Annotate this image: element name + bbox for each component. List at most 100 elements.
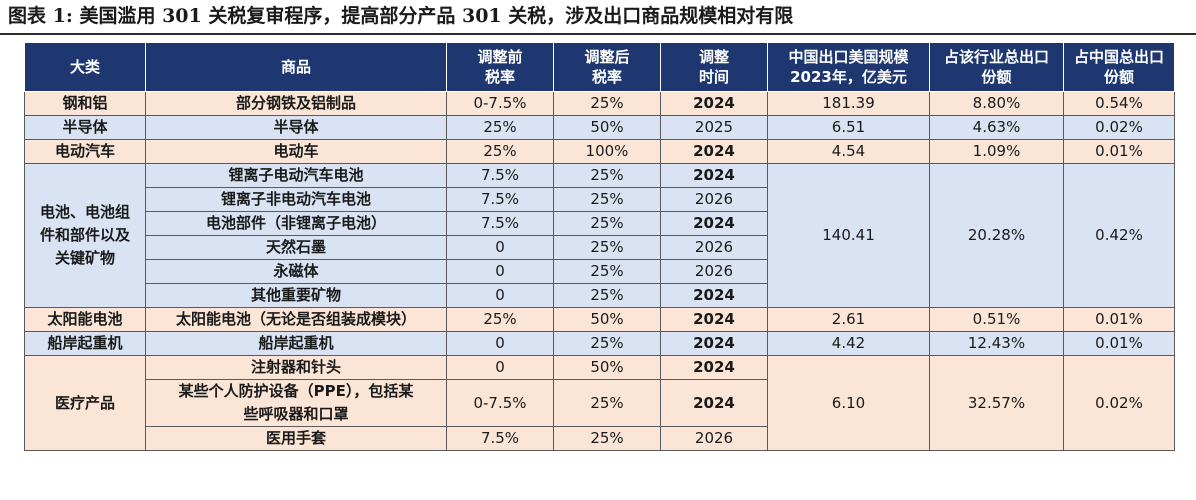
china-share-cell: 0.02% bbox=[1063, 115, 1175, 140]
rate-after-cell: 25% bbox=[553, 379, 661, 427]
header-row: 大类 商品 调整前 税率 调整后 税率 调整 时间 中国出口美国规模 2023年，亿美元… bbox=[24, 42, 1175, 92]
rate-after-cell: 50% bbox=[553, 115, 661, 140]
product-cell: 医用手套 bbox=[145, 426, 447, 451]
rate-before-cell: 7.5% bbox=[446, 163, 554, 188]
header-product: 商品 bbox=[145, 42, 447, 92]
rate-before-cell: 25% bbox=[446, 307, 554, 332]
product-cell: 太阳能电池（无论是否组装成模块） bbox=[145, 307, 447, 332]
product-cell: 注射器和针头 bbox=[145, 355, 447, 380]
industry-share-cell: 8.80% bbox=[929, 91, 1064, 116]
rate-after-cell: 25% bbox=[553, 259, 661, 284]
table-row: 船岸起重机 船岸起重机 0 25% 2024 4.42 12.43% 0.01% bbox=[24, 331, 1175, 356]
header-rate-before: 调整前 税率 bbox=[446, 42, 554, 92]
product-cell: 船岸起重机 bbox=[145, 331, 447, 356]
adjust-time-cell: 2024 bbox=[660, 307, 768, 332]
rate-after-cell: 50% bbox=[553, 355, 661, 380]
rate-before-cell: 7.5% bbox=[446, 426, 554, 451]
adjust-time-cell: 2026 bbox=[660, 187, 768, 212]
export-scale-cell: 6.10 bbox=[767, 355, 930, 451]
china-share-cell: 0.02% bbox=[1063, 355, 1175, 451]
china-share-cell: 0.01% bbox=[1063, 307, 1175, 332]
rate-after-cell: 50% bbox=[553, 307, 661, 332]
china-share-cell: 0.54% bbox=[1063, 91, 1175, 116]
product-cell: 电池部件（非锂离子电池） bbox=[145, 211, 447, 236]
table-row: 锂离子非电动汽车电池 7.5% 25% 2026 bbox=[25, 187, 1175, 212]
export-scale-cell: 2.61 bbox=[767, 307, 930, 332]
adjust-time-cell: 2024 bbox=[660, 163, 768, 188]
adjust-time-cell: 2024 bbox=[660, 331, 768, 356]
rate-after-cell: 25% bbox=[553, 91, 661, 116]
industry-share-cell: 1.09% bbox=[929, 139, 1064, 164]
header-category: 大类 bbox=[24, 42, 146, 92]
product-cell: 其他重要矿物 bbox=[145, 283, 447, 308]
header-rate-after: 调整后 税率 bbox=[553, 42, 661, 92]
category-cell: 太阳能电池 bbox=[24, 307, 146, 332]
rate-before-cell: 7.5% bbox=[446, 211, 554, 236]
table-row: 医用手套 7.5% 25% 2026 bbox=[25, 426, 1175, 451]
category-cell: 电动汽车 bbox=[24, 139, 146, 164]
product-cell: 某些个人防护设备（PPE），包括某 些呼吸器和口罩 bbox=[145, 379, 447, 427]
figure-title: 图表 1: 美国滥用 301 关税复审程序，提高部分产品 301 关税，涉及出口… bbox=[8, 5, 794, 27]
title-divider bbox=[0, 33, 1196, 35]
adjust-time-cell: 2026 bbox=[660, 426, 768, 451]
china-share-cell: 0.01% bbox=[1063, 331, 1175, 356]
product-cell: 锂离子非电动汽车电池 bbox=[145, 187, 447, 212]
category-cell: 医疗产品 bbox=[24, 355, 146, 451]
rate-before-cell: 0-7.5% bbox=[446, 91, 554, 116]
rate-before-cell: 25% bbox=[446, 139, 554, 164]
table-row: 天然石墨 0 25% 2026 bbox=[25, 235, 1175, 260]
table-row: 半导体 半导体 25% 50% 2025 6.51 4.63% 0.02% bbox=[24, 115, 1175, 140]
product-cell: 半导体 bbox=[145, 115, 447, 140]
product-cell: 部分钢铁及铝制品 bbox=[145, 91, 447, 116]
product-cell: 永磁体 bbox=[145, 259, 447, 284]
rate-before-cell: 0 bbox=[446, 283, 554, 308]
industry-share-cell: 32.57% bbox=[929, 355, 1064, 451]
table-row: 钢和铝 部分钢铁及铝制品 0-7.5% 25% 2024 181.39 8.80… bbox=[24, 91, 1175, 116]
china-share-cell: 0.01% bbox=[1063, 139, 1175, 164]
export-scale-cell: 6.51 bbox=[767, 115, 930, 140]
product-cell: 锂离子电动汽车电池 bbox=[145, 163, 447, 188]
category-cell: 船岸起重机 bbox=[24, 331, 146, 356]
rate-after-cell: 25% bbox=[553, 187, 661, 212]
export-scale-cell: 4.54 bbox=[767, 139, 930, 164]
category-cell: 电池、电池组 件和部件以及 关键矿物 bbox=[24, 163, 146, 308]
category-cell: 钢和铝 bbox=[24, 91, 146, 116]
export-scale-cell: 140.41 bbox=[767, 163, 930, 308]
rate-before-cell: 0 bbox=[446, 331, 554, 356]
header-industry-share: 占该行业总出口 份额 bbox=[929, 42, 1064, 92]
rate-before-cell: 7.5% bbox=[446, 187, 554, 212]
industry-share-cell: 12.43% bbox=[929, 331, 1064, 356]
table-row: 电池部件（非锂离子电池） 7.5% 25% 2024 bbox=[25, 211, 1175, 236]
rate-after-cell: 100% bbox=[553, 139, 661, 164]
category-cell: 半导体 bbox=[24, 115, 146, 140]
adjust-time-cell: 2024 bbox=[660, 355, 768, 380]
header-adjust-time: 调整 时间 bbox=[660, 42, 768, 92]
rate-before-cell: 0 bbox=[446, 259, 554, 284]
header-china-share: 占中国总出口 份额 bbox=[1063, 42, 1175, 92]
industry-share-cell: 4.63% bbox=[929, 115, 1064, 140]
rate-after-cell: 25% bbox=[553, 211, 661, 236]
rate-after-cell: 25% bbox=[553, 163, 661, 188]
rate-before-cell: 0-7.5% bbox=[446, 379, 554, 427]
product-cell: 天然石墨 bbox=[145, 235, 447, 260]
rate-after-cell: 25% bbox=[553, 331, 661, 356]
adjust-time-cell: 2024 bbox=[660, 91, 768, 116]
adjust-time-cell: 2024 bbox=[660, 211, 768, 236]
export-scale-cell: 181.39 bbox=[767, 91, 930, 116]
rate-after-cell: 25% bbox=[553, 426, 661, 451]
rate-before-cell: 0 bbox=[446, 355, 554, 380]
rate-after-cell: 25% bbox=[553, 283, 661, 308]
table-row: 其他重要矿物 0 25% 2024 bbox=[25, 283, 1175, 308]
product-cell: 电动车 bbox=[145, 139, 447, 164]
adjust-time-cell: 2026 bbox=[660, 235, 768, 260]
industry-share-cell: 20.28% bbox=[929, 163, 1064, 308]
china-share-cell: 0.42% bbox=[1063, 163, 1175, 308]
adjust-time-cell: 2025 bbox=[660, 115, 768, 140]
table-row: 某些个人防护设备（PPE），包括某 些呼吸器和口罩 0-7.5% 25% 2024 bbox=[25, 379, 1175, 427]
tariff-table: 大类 商品 调整前 税率 调整后 税率 调整 时间 中国出口美国规模 2023年，亿美元… bbox=[24, 42, 1175, 451]
rate-after-cell: 25% bbox=[553, 235, 661, 260]
table-row: 电池、电池组 件和部件以及 关键矿物 锂离子电动汽车电池 7.5% 25% 2024… bbox=[24, 163, 1175, 308]
header-export-scale: 中国出口美国规模 2023年，亿美元 bbox=[767, 42, 930, 92]
adjust-time-cell: 2026 bbox=[660, 259, 768, 284]
rate-before-cell: 25% bbox=[446, 115, 554, 140]
